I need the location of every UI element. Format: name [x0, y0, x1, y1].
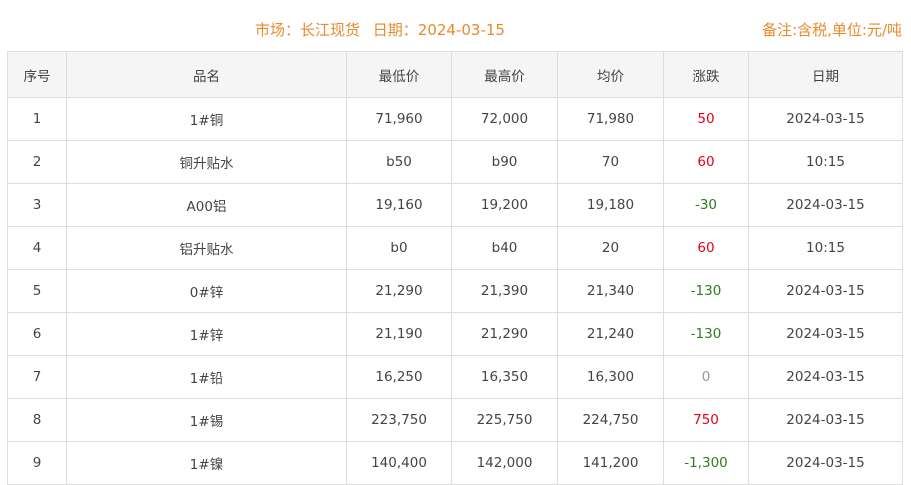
row-no: 1 — [7, 97, 67, 141]
row-high: 16,350 — [451, 355, 558, 399]
row-change: 0 — [663, 355, 749, 399]
row-high: 19,200 — [451, 183, 558, 227]
col-change: 涨跌 — [663, 51, 749, 98]
col-avg: 均价 — [557, 51, 664, 98]
row-change: 750 — [663, 398, 749, 442]
row-low: 16,250 — [346, 355, 452, 399]
unit-note: 备注:含税,单位:元/吨 — [762, 21, 902, 39]
row-name: A00铝 — [66, 183, 347, 227]
table-row: 6 1#锌 21,190 21,290 21,240 -130 2024-03-15 — [7, 312, 903, 356]
row-date: 10:15 — [748, 226, 903, 270]
row-low: 21,190 — [346, 312, 452, 356]
col-low: 最低价 — [346, 51, 452, 98]
row-date: 2024-03-15 — [748, 398, 903, 442]
row-change: 50 — [663, 97, 749, 141]
table-row: 5 0#锌 21,290 21,390 21,340 -130 2024-03-15 — [7, 269, 903, 313]
row-high: b40 — [451, 226, 558, 270]
price-table: 序号 品名 最低价 最高价 均价 涨跌 日期 1 1#铜 71,960 72,000 7… — [7, 51, 903, 485]
row-change: -130 — [663, 312, 749, 356]
row-low: 71,960 — [346, 97, 452, 141]
row-low: 223,750 — [346, 398, 452, 442]
row-date: 10:15 — [748, 140, 903, 184]
row-date: 2024-03-15 — [748, 269, 903, 313]
table-row: 8 1#锡 223,750 225,750 224,750 750 2024-03-15 — [7, 398, 903, 442]
row-name: 1#镍 — [66, 441, 347, 485]
row-avg: 141,200 — [557, 441, 664, 485]
table-row: 1 1#铜 71,960 72,000 71,980 50 2024-03-15 — [7, 97, 903, 141]
row-avg: 224,750 — [557, 398, 664, 442]
table-row: 7 1#铅 16,250 16,350 16,300 0 2024-03-15 — [7, 355, 903, 399]
row-name: 1#铜 — [66, 97, 347, 141]
row-no: 6 — [7, 312, 67, 356]
table-header: 序号 品名 最低价 最高价 均价 涨跌 日期 — [7, 51, 903, 98]
row-high: 225,750 — [451, 398, 558, 442]
date-label: 日期：2024-03-15 — [372, 21, 505, 39]
table-row: 3 A00铝 19,160 19,200 19,180 -30 2024-03-15 — [7, 183, 903, 227]
row-high: 21,390 — [451, 269, 558, 313]
row-date: 2024-03-15 — [748, 97, 903, 141]
row-name: 1#锌 — [66, 312, 347, 356]
row-avg: 70 — [557, 140, 664, 184]
market-label: 市场：长江现货 — [255, 21, 361, 39]
col-date: 日期 — [748, 51, 903, 98]
row-name: 铝升贴水 — [66, 226, 347, 270]
row-no: 2 — [7, 140, 67, 184]
row-high: 72,000 — [451, 97, 558, 141]
row-avg: 21,240 — [557, 312, 664, 356]
col-name: 品名 — [66, 51, 347, 98]
row-low: 21,290 — [346, 269, 452, 313]
row-name: 0#锌 — [66, 269, 347, 313]
row-high: 21,290 — [451, 312, 558, 356]
row-high: 142,000 — [451, 441, 558, 485]
table-row: 4 铝升贴水 b0 b40 20 60 10:15 — [7, 226, 903, 270]
row-date: 2024-03-15 — [748, 312, 903, 356]
row-date: 2024-03-15 — [748, 183, 903, 227]
row-avg: 19,180 — [557, 183, 664, 227]
row-low: 19,160 — [346, 183, 452, 227]
row-name: 铜升贴水 — [66, 140, 347, 184]
row-avg: 16,300 — [557, 355, 664, 399]
row-no: 7 — [7, 355, 67, 399]
row-no: 9 — [7, 441, 67, 485]
col-high: 最高价 — [451, 51, 558, 98]
row-low: b0 — [346, 226, 452, 270]
row-no: 5 — [7, 269, 67, 313]
row-no: 8 — [7, 398, 67, 442]
row-date: 2024-03-15 — [748, 355, 903, 399]
row-avg: 71,980 — [557, 97, 664, 141]
row-high: b90 — [451, 140, 558, 184]
row-avg: 21,340 — [557, 269, 664, 313]
table-row: 2 铜升贴水 b50 b90 70 60 10:15 — [7, 140, 903, 184]
row-change: -1,300 — [663, 441, 749, 485]
row-date: 2024-03-15 — [748, 441, 903, 485]
row-name: 1#锡 — [66, 398, 347, 442]
row-low: b50 — [346, 140, 452, 184]
row-name: 1#铅 — [66, 355, 347, 399]
row-change: 60 — [663, 226, 749, 270]
market-title: 市场：长江现货 日期：2024-03-15 — [0, 19, 760, 40]
row-change: -130 — [663, 269, 749, 313]
row-low: 140,400 — [346, 441, 452, 485]
col-no: 序号 — [7, 51, 67, 98]
row-avg: 20 — [557, 226, 664, 270]
row-change: -30 — [663, 183, 749, 227]
row-no: 4 — [7, 226, 67, 270]
row-no: 3 — [7, 183, 67, 227]
row-change: 60 — [663, 140, 749, 184]
table-row: 9 1#镍 140,400 142,000 141,200 -1,300 2024-03-1… — [7, 441, 903, 485]
